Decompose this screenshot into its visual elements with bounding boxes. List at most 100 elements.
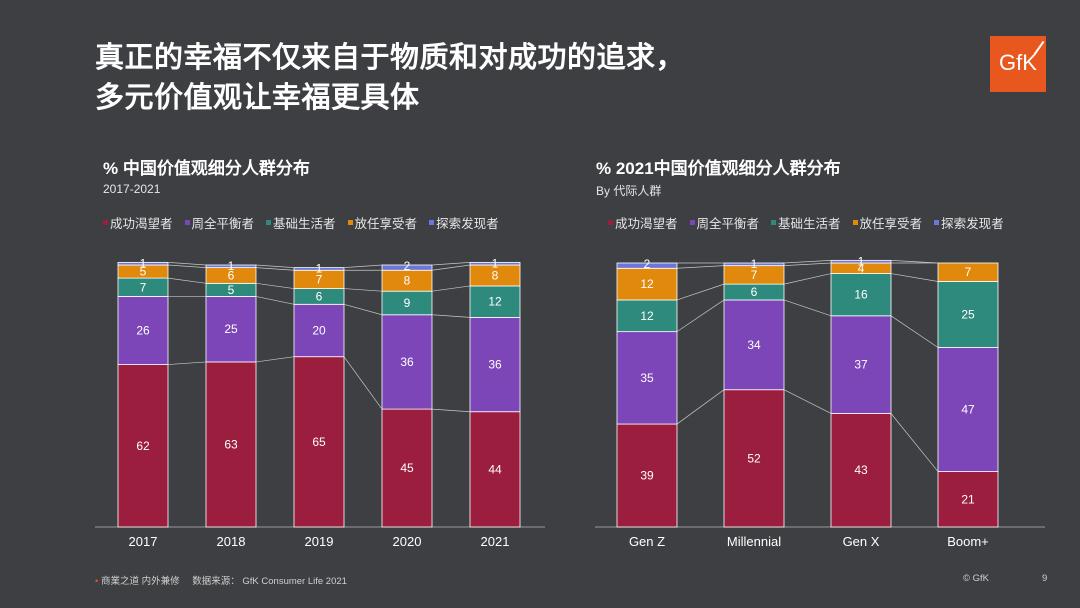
chart2-subtitle: By 代际人群 [596,184,662,198]
connector-line [783,260,832,264]
chart2-title: % 2021中国价值观细分人群分布 [596,159,841,178]
legend-swatch [429,220,435,225]
bar-segment [293,303,345,358]
connector-line [167,361,207,365]
x-tick-label: Millennial [727,534,781,549]
legend-swatch [347,220,353,225]
connector-line [255,296,295,305]
legend-swatch [934,220,940,225]
legend-label: 成功渴望者 [615,217,678,231]
legend-swatch [608,220,613,225]
legend-item: 基础生活者 [771,213,841,232]
connector-line [167,277,207,284]
data-label: 65 [312,435,326,449]
legend-item: 探索发现者 [934,213,1004,232]
connector-line [343,303,383,316]
chart2-legend: 成功渴望者 周全平衡者 基础生活者 放任享受者 探索发现者 [608,213,1004,232]
data-label: 47 [961,403,975,417]
data-label: 7 [316,272,323,286]
data-label: 36 [488,358,502,372]
legend-label: 基础生活者 [273,217,336,231]
connector-line [783,262,832,266]
data-label: 43 [854,463,868,477]
chart1-legend: 成功渴望者 周全平衡者 基础生活者 放任享受者 探索发现者 [103,213,499,232]
page-title-line-2: 多元价值观让幸福更具体 [95,82,420,114]
data-label: 36 [400,355,414,369]
data-label: 6 [751,285,758,299]
bar-segment [616,262,678,269]
page-number: 9 [1042,573,1048,584]
data-label: 21 [961,492,975,506]
connector-line [783,273,832,285]
connector-line [255,282,295,289]
connector-line [890,413,939,472]
legend-label: 周全平衡者 [191,217,255,231]
data-label: 2 [644,257,651,271]
data-label: 1 [316,262,323,276]
bar-segment [469,317,521,413]
bar-segment [616,331,678,425]
legend-item: 放任享受者 [347,213,418,232]
data-label: 2 [404,259,411,273]
legend-item: 基础生活者 [266,213,336,232]
data-label: 9 [404,296,411,310]
x-tick-label: Gen X [843,534,880,549]
data-label: 5 [228,283,235,297]
data-label: 63 [224,437,238,451]
connector-line [890,273,939,282]
legend-label: 探索发现者 [436,217,499,231]
page-title: 真正的幸福不仅来自于物质和对成功的追求， 多元价值观让幸福更具体 [95,38,685,118]
legend-swatch [103,220,108,225]
footer-bullet-icon: • [95,576,99,587]
legend-label: 成功渴望者 [110,217,173,231]
legend-item: 周全平衡者 [184,213,255,232]
data-label: 7 [751,268,758,282]
legend-item: 放任享受者 [852,213,922,232]
connector-line [431,264,471,271]
bar-segment [205,264,257,269]
page-title-line-1: 真正的幸福不仅来自于物质和对成功的追求， [95,42,686,74]
data-label: 12 [640,309,654,323]
data-label: 7 [965,265,972,279]
bar-segment [117,296,169,365]
gfk-logo: GfK [990,36,1046,92]
chart1-plot: 6226751201763255612018652067120194536982… [95,256,545,549]
legend-swatch [852,220,858,225]
data-label: 6 [316,289,323,303]
bar-segment [723,389,785,528]
data-label: 1 [751,257,758,271]
data-label: 6 [228,268,235,282]
data-label: 39 [640,469,654,483]
connector-line [431,285,471,292]
chart1-subtitle: 2017-2021 [103,182,161,196]
bar-segment [723,262,785,267]
legend-item: 探索发现者 [429,213,499,232]
bar-segment [937,281,999,348]
legend-item: 周全平衡者 [689,213,759,232]
footer-copyright: © GfK [963,573,990,584]
connector-line [783,299,832,317]
data-label: 8 [404,274,411,288]
bar-segment [616,267,678,301]
bar-segment [830,413,892,528]
legend-label: 放任享受者 [354,217,418,231]
bar-segment [469,285,521,318]
data-label: 4 [858,261,865,275]
connector-line [431,314,471,318]
data-label: 52 [747,451,761,465]
data-label: 1 [858,254,865,268]
bar-segment [830,315,892,414]
connector-line [343,356,383,410]
connector-line [431,408,471,413]
x-tick-label: Gen Z [629,534,665,549]
data-label: 8 [492,268,499,282]
bar-segment [381,408,433,528]
connector-line [167,264,207,268]
logo-text: GfK [999,50,1037,75]
legend-item: 成功渴望者 [103,213,173,232]
bar-segment [469,261,521,266]
data-label: 12 [488,295,502,309]
data-label: 20 [312,324,326,338]
footer-source: 数据来源： GfK Consumer Life 2021 [192,576,347,587]
legend-item: 成功渴望者 [608,213,678,232]
